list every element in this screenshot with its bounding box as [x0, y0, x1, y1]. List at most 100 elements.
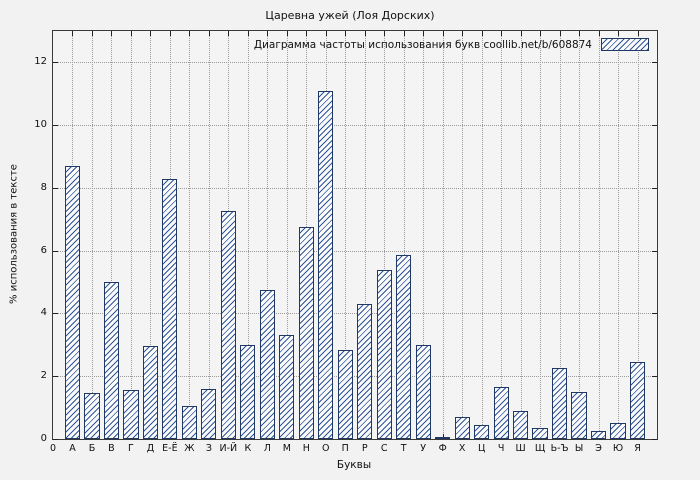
x-axis-tick	[111, 31, 113, 36]
bar	[571, 391, 587, 439]
grid-line-vertical	[637, 31, 639, 439]
x-tick-label: П	[341, 443, 349, 454]
bar	[201, 388, 217, 439]
y-axis-tick	[652, 313, 657, 315]
x-tick-label: Е-Ё	[162, 443, 178, 454]
grid-line-vertical	[384, 31, 386, 439]
grid-line-vertical	[403, 31, 405, 439]
x-tick-label: О	[322, 443, 330, 454]
bar	[181, 406, 197, 439]
legend: Диаграмма частоты использования букв coo…	[254, 38, 649, 51]
x-tick-label: З	[205, 443, 212, 454]
grid-line-vertical	[130, 31, 132, 439]
y-tick-label: 0	[40, 433, 47, 444]
y-tick-label: 4	[40, 307, 47, 319]
x-tick-label: 0	[49, 443, 57, 454]
x-axis-tick	[540, 31, 542, 36]
grid-line-vertical	[267, 31, 269, 439]
grid-line-vertical	[286, 31, 288, 439]
y-axis-tick	[53, 250, 58, 252]
bar	[415, 344, 431, 439]
bar	[396, 255, 412, 439]
grid-line-vertical	[364, 31, 366, 439]
x-axis-tick	[442, 434, 444, 439]
x-tick-label: Н	[302, 443, 310, 454]
grid-line-vertical	[208, 31, 210, 439]
bar	[279, 335, 295, 439]
x-axis-tick	[130, 31, 132, 36]
x-tick-label: К	[244, 443, 252, 454]
x-axis-tick	[520, 31, 522, 36]
x-axis-tick	[72, 31, 74, 36]
y-tick-label: 8	[40, 181, 47, 193]
grid-line-vertical	[111, 31, 113, 439]
grid-line-vertical	[598, 31, 600, 439]
grid-line-vertical	[91, 31, 93, 439]
x-tick-label: Д	[146, 443, 155, 454]
grid-line-vertical	[540, 31, 542, 439]
y-tick-label: 12	[34, 56, 47, 68]
x-axis-tick	[481, 31, 483, 36]
x-tick-label: Ч	[497, 443, 505, 454]
x-tick-label: Р	[361, 443, 368, 454]
x-tick-label: Ю	[612, 443, 624, 454]
y-axis-tick	[652, 250, 657, 252]
grid-line-vertical	[423, 31, 425, 439]
x-tick-label: Г	[128, 443, 134, 454]
x-tick-label: Ь-Ъ	[550, 443, 569, 454]
x-axis-tick	[598, 31, 600, 36]
grid-line-horizontal	[53, 250, 657, 252]
x-tick-label: Л	[263, 443, 271, 454]
x-axis-tick	[189, 31, 191, 36]
grid-line-vertical	[442, 31, 444, 439]
bar	[142, 346, 158, 439]
x-axis-tick	[286, 31, 288, 36]
x-tick-label: Я	[634, 443, 641, 454]
grid-line-vertical	[579, 31, 581, 439]
bar	[259, 289, 275, 439]
x-tick-label: Ц	[477, 443, 486, 454]
grid-line-vertical	[501, 31, 503, 439]
x-tick-label: Х	[458, 443, 466, 454]
bar	[123, 390, 139, 439]
x-tick-label: Щ	[534, 443, 546, 454]
x-axis-tick	[325, 31, 327, 36]
y-axis-tick	[652, 125, 657, 127]
x-axis-tick	[247, 31, 249, 36]
chart-title: Царевна ужей (Лоя Дорских)	[265, 9, 435, 22]
grid-line-vertical	[481, 31, 483, 439]
y-tick-label: 2	[40, 370, 47, 382]
bar	[474, 424, 490, 439]
y-axis-tick	[53, 439, 58, 440]
x-axis-tick	[228, 31, 230, 36]
bar	[590, 431, 607, 439]
x-axis-tick	[306, 31, 308, 36]
x-tick-label: И-Й	[219, 443, 238, 454]
bar	[64, 165, 81, 439]
grid-line-horizontal	[53, 187, 657, 189]
y-tick-label: 10	[34, 119, 47, 131]
grid-line-vertical	[462, 31, 464, 439]
legend-label: Диаграмма частоты использования букв coo…	[253, 38, 592, 51]
grid-line-vertical	[618, 31, 620, 439]
bar	[357, 304, 373, 439]
bar	[220, 211, 236, 439]
y-axis-title: % использования в тексте	[8, 164, 20, 304]
grid-line-horizontal	[53, 376, 657, 378]
bar	[337, 349, 353, 439]
x-axis-tick	[637, 31, 639, 36]
bar	[513, 410, 529, 439]
x-axis-tick	[403, 31, 405, 36]
bar	[376, 269, 392, 439]
x-tick-label: А	[69, 443, 76, 454]
x-axis-tick	[423, 31, 425, 36]
grid-line-horizontal	[53, 313, 657, 315]
x-axis-tick	[442, 31, 444, 36]
x-axis-tick	[267, 31, 269, 36]
bar	[162, 178, 178, 439]
grid-line-vertical	[345, 31, 347, 439]
y-axis-tick	[652, 62, 657, 64]
x-tick-label: Ы	[574, 443, 584, 454]
x-axis-title: Буквы	[336, 459, 372, 471]
